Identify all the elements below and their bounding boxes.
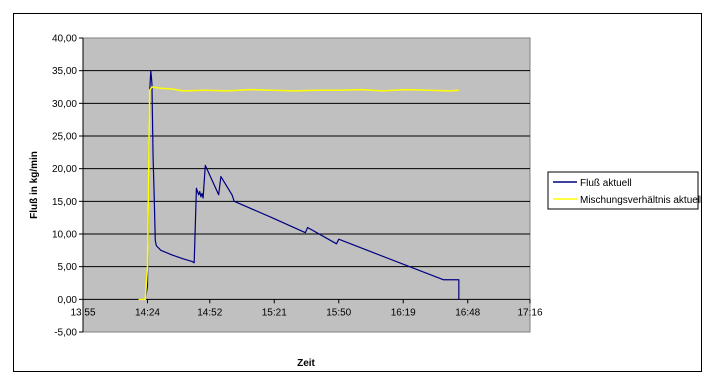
chart-svg: -5,00 0,00 5,00 10,00 15,00 20,00 25,00 30,00 35… xyxy=(29,34,702,370)
y-tick-label: -5,00 xyxy=(54,328,77,339)
y-tick-label: 15,00 xyxy=(52,197,77,208)
legend-label-ratio: Mischungsverhältnis aktuell xyxy=(580,195,702,206)
y-tick-label: 30,00 xyxy=(52,99,77,110)
x-tick-label: 15:21 xyxy=(262,307,287,318)
axes xyxy=(79,37,531,333)
x-tick-label: 16:19 xyxy=(391,307,416,318)
plot-area xyxy=(82,37,531,333)
tick-labels: -5,00 0,00 5,00 10,00 15,00 20,00 25,00 30,00 35… xyxy=(52,34,543,339)
legend-label-flow: Fluß aktuell xyxy=(580,178,632,189)
x-axis-title: Zeit xyxy=(297,358,315,369)
x-tick-label: 13:55 xyxy=(70,307,95,318)
x-tick-label: 15:50 xyxy=(326,307,351,318)
x-tick-label: 17:16 xyxy=(517,307,542,318)
y-tick-label: 10,00 xyxy=(52,230,77,241)
series-line-flow xyxy=(138,70,460,300)
x-tick-label: 14:24 xyxy=(135,307,160,318)
y-tick-label: 5,00 xyxy=(58,262,78,273)
y-axis-title: Fluß in kg/min xyxy=(29,151,40,219)
y-tick-label: 0,00 xyxy=(58,295,78,306)
x-tick-label: 16:48 xyxy=(455,307,480,318)
series-line-ratio xyxy=(138,86,459,301)
legend: Fluß aktuell Mischungsverhältnis aktuell xyxy=(547,171,702,210)
y-tick-label: 20,00 xyxy=(52,164,77,175)
chart-frame: -5,00 0,00 5,00 10,00 15,00 20,00 25,00 30,00 35… xyxy=(13,13,702,372)
legend-box xyxy=(547,171,699,210)
y-tick-label: 35,00 xyxy=(52,66,77,77)
y-tick-label: 40,00 xyxy=(52,34,77,45)
x-tick-label: 14:52 xyxy=(197,307,222,318)
series-lines xyxy=(138,70,460,301)
grid-lines xyxy=(83,70,530,268)
y-tick-label: 25,00 xyxy=(52,132,77,143)
